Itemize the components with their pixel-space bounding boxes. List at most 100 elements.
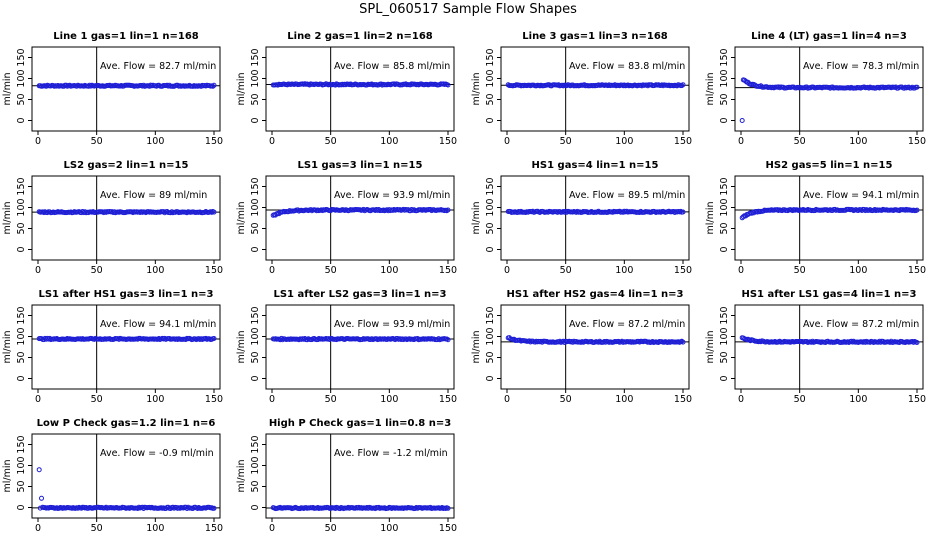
x-tick-label: 50: [91, 265, 103, 276]
average-annotation: Ave. Flow = 83.8 ml/min: [569, 61, 685, 72]
y-tick-label: 150: [16, 435, 27, 453]
data-point: [740, 214, 746, 220]
average-annotation: Ave. Flow = 85.8 ml/min: [334, 61, 450, 72]
average-annotation: Ave. Flow = 82.7 ml/min: [100, 61, 216, 72]
y-tick-label: 50: [16, 480, 27, 492]
panel-4: Line 4 (LT) gas=1 lin=4 n=3 0 50 100 150 0 50 1…: [705, 31, 926, 147]
plot-frame: [265, 433, 455, 519]
x-tick-label: 100: [849, 394, 867, 405]
x-tick-label: 0: [738, 265, 744, 276]
y-axis-label: ml/min: [2, 459, 13, 492]
y-tick-label: 150: [250, 435, 261, 453]
x-tick-label: 50: [560, 265, 572, 276]
panel-1: Line 1 gas=1 lin=1 n=168 0 50 100 150 0 50 100 1…: [2, 31, 223, 147]
y-tick-label: 100: [719, 69, 730, 87]
y-tick-label: 50: [719, 222, 730, 234]
data-point: [680, 82, 686, 88]
y-tick-label: 0: [250, 117, 261, 123]
x-tick-label: 0: [35, 265, 41, 276]
y-tick-label: 100: [719, 198, 730, 216]
panel-title: Line 3 gas=1 lin=3 n=168: [522, 31, 668, 42]
x-tick-label: 0: [35, 394, 41, 405]
plot-frame: [734, 46, 924, 132]
x-tick-label: 50: [91, 136, 103, 147]
x-tick-label: 50: [325, 265, 337, 276]
y-tick-label: 50: [485, 351, 496, 363]
y-tick-label: 50: [485, 93, 496, 105]
y-tick-label: 150: [719, 306, 730, 324]
y-tick-label: 0: [485, 375, 496, 381]
y-tick-label: 100: [16, 327, 27, 345]
panel-title: HS1 after HS2 gas=4 lin=1 n=3: [506, 289, 683, 300]
x-tick-label: 100: [380, 394, 398, 405]
y-tick-label: 150: [719, 177, 730, 195]
y-tick-label: 50: [250, 351, 261, 363]
x-tick-label: 150: [205, 265, 223, 276]
x-tick-label: 100: [849, 136, 867, 147]
x-tick-label: 100: [849, 265, 867, 276]
panel-8: HS2 gas=5 lin=1 n=150 50 100 150050100150ml…: [705, 160, 926, 276]
y-axis-label: ml/min: [236, 459, 247, 492]
x-tick-label: 150: [674, 394, 692, 405]
data-points: [739, 206, 920, 221]
plot-frame: [265, 304, 455, 390]
y-tick-label: 100: [250, 69, 261, 87]
y-tick-label: 100: [485, 327, 496, 345]
average-annotation: Ave. Flow = 89.5 ml/min: [569, 190, 685, 201]
y-axis-label: ml/min: [2, 72, 13, 105]
x-tick-label: 0: [35, 523, 41, 534]
data-point: [914, 84, 920, 90]
y-axis-label: ml/min: [236, 330, 247, 363]
plot-frame: [31, 304, 221, 390]
x-tick-label: 150: [205, 394, 223, 405]
y-tick-label: 0: [485, 117, 496, 123]
y-tick-label: 50: [16, 351, 27, 363]
y-tick-label: 0: [16, 246, 27, 252]
data-points: [505, 208, 686, 215]
average-annotation: Ave. Flow = 93.9 ml/min: [334, 319, 450, 330]
x-tick-label: 100: [380, 136, 398, 147]
y-tick-label: 100: [719, 327, 730, 345]
x-tick-label: 0: [269, 394, 275, 405]
y-tick-label: 150: [250, 48, 261, 66]
y-tick-label: 100: [250, 456, 261, 474]
data-points: [36, 467, 217, 511]
y-axis-label: ml/min: [471, 330, 482, 363]
y-tick-label: 150: [719, 48, 730, 66]
y-tick-label: 50: [16, 222, 27, 234]
x-tick-label: 150: [439, 265, 457, 276]
y-tick-label: 50: [250, 480, 261, 492]
average-annotation: Ave. Flow = 78.3 ml/min: [803, 61, 919, 72]
x-tick-label: 150: [908, 265, 926, 276]
data-points: [739, 77, 920, 123]
y-axis-label: ml/min: [705, 72, 716, 105]
plot-frame: [265, 46, 455, 132]
data-point: [210, 83, 216, 89]
y-tick-label: 50: [485, 222, 496, 234]
x-tick-label: 50: [325, 136, 337, 147]
y-tick-label: 100: [250, 198, 261, 216]
y-tick-label: 50: [719, 351, 730, 363]
x-tick-label: 150: [674, 136, 692, 147]
x-tick-label: 0: [738, 394, 744, 405]
panel-13: Low P Check gas=1.2 lin=1 n=6 0 50 100 150 0 5…: [2, 418, 223, 534]
y-tick-label: 100: [16, 456, 27, 474]
panel-title: Line 4 (LT) gas=1 lin=4 n=3: [751, 31, 907, 42]
plot-frame: [31, 46, 221, 132]
panel-title: Line 1 gas=1 lin=1 n=168: [53, 31, 199, 42]
data-points: [270, 335, 451, 343]
data-point: [680, 339, 686, 345]
panel-title: Low P Check gas=1.2 lin=1 n=6: [37, 418, 216, 429]
data-point: [211, 336, 217, 341]
data-points: [36, 209, 217, 216]
x-tick-label: 100: [146, 136, 164, 147]
x-tick-label: 150: [439, 523, 457, 534]
panel-title: Line 2 gas=1 lin=2 n=168: [287, 31, 433, 42]
plot-frame: [265, 175, 455, 261]
x-tick-label: 0: [35, 136, 41, 147]
data-point: [914, 340, 920, 345]
data-point: [211, 209, 217, 215]
x-tick-label: 0: [738, 136, 744, 147]
data-point: [912, 85, 918, 91]
